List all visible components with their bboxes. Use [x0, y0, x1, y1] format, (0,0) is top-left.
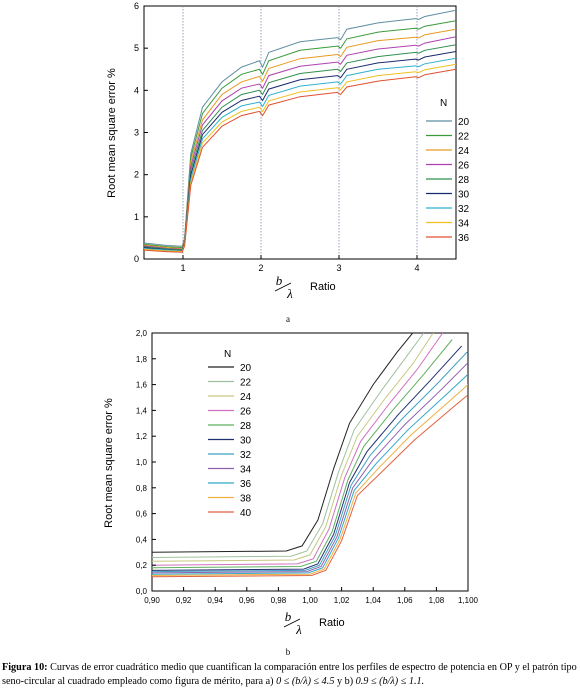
- panel-a-ylabel: Root mean square error %: [106, 68, 118, 198]
- legend-label-32: 32: [458, 204, 470, 215]
- legend-label-36: 36: [458, 233, 470, 244]
- panel-b-chart: 0,90 0,92 0,94 0,96 0,98 1,00 1,02 1,04 1,06 1,08…: [103, 329, 479, 657]
- panel-b-xlabel-frac-top: b: [285, 609, 292, 624]
- y-tick-label: 1,8: [136, 355, 148, 364]
- x-tick-label: 0,90: [144, 596, 160, 605]
- y-tick-label: 1,2: [136, 432, 148, 441]
- panel-b-xlabel-frac-bottom: λ: [295, 622, 302, 637]
- x-tick-label: 0,94: [207, 596, 223, 605]
- y-tick-label: 2: [134, 170, 139, 180]
- y-tick-label: 0,6: [136, 510, 148, 519]
- series-line-26: [144, 36, 456, 250]
- series-line-26: [152, 333, 444, 566]
- figure-label: Figura 10:: [2, 662, 48, 673]
- legend-label-32: 32: [240, 450, 252, 461]
- panel-a-xlabel: Ratio: [310, 281, 336, 293]
- legend-label-28: 28: [240, 421, 252, 432]
- panel-b-xlabel-frac-line: [283, 618, 301, 628]
- series-line-22: [152, 333, 425, 558]
- series-line-28: [144, 44, 456, 251]
- y-tick-label: 1,6: [136, 381, 148, 390]
- y-tick-label: 0: [134, 254, 139, 264]
- panel-a-xlabel-frac-top: b: [276, 273, 283, 288]
- x-tick-label: 1,02: [334, 596, 350, 605]
- x-tick-label: 3: [336, 263, 341, 273]
- y-tick-label: 1: [134, 212, 139, 222]
- y-tick-label: 0,0: [136, 587, 148, 596]
- series-line-30: [152, 345, 463, 571]
- legend-label-30: 30: [458, 190, 470, 201]
- series-line-32: [152, 350, 468, 573]
- legend-label-24: 24: [240, 392, 252, 403]
- legend-label-20: 20: [458, 117, 470, 128]
- series-line-24: [144, 28, 456, 250]
- caption-range-a: 0 ≤ (b/λ) ≤ 4.5: [276, 676, 335, 687]
- panel-a-xlabel-frac-bottom: λ: [286, 286, 293, 301]
- x-tick-label: 0,96: [239, 596, 255, 605]
- legend-label-34: 34: [240, 465, 252, 476]
- legend-label-40: 40: [240, 508, 252, 519]
- caption-text: Curvas de error cuadrático medio que cua…: [2, 662, 577, 687]
- legend-label-22: 22: [240, 378, 252, 389]
- panel-a-label: a: [286, 314, 290, 324]
- x-tick-label: 1,04: [365, 596, 381, 605]
- series-line-38: [152, 384, 468, 576]
- legend-label-26: 26: [458, 161, 470, 172]
- panel-b-label: b: [286, 647, 291, 657]
- x-tick-label: 4: [414, 263, 419, 273]
- series-line-36: [152, 373, 468, 575]
- panel-b-xlabel: Ratio: [319, 617, 345, 629]
- x-tick-label: 1,06: [397, 596, 413, 605]
- figure-caption: Figura 10: Curvas de error cuadrático me…: [2, 661, 578, 689]
- series-line-30: [144, 51, 456, 252]
- panel-a-xlabel-frac-line: [274, 282, 292, 292]
- y-tick-label: 5: [134, 43, 139, 53]
- legend-label-36: 36: [240, 479, 252, 490]
- y-tick-label: 6: [134, 1, 139, 11]
- y-tick-label: 0,4: [136, 535, 148, 544]
- legend-label-24: 24: [458, 146, 470, 157]
- series-line-24: [152, 333, 434, 562]
- caption-range-b: 0.9 ≤ (b/λ) ≤ 1.1.: [355, 676, 425, 687]
- y-tick-label: 0,8: [136, 484, 148, 493]
- legend-label-34: 34: [458, 219, 470, 230]
- series-line-22: [144, 20, 456, 249]
- legend-label-38: 38: [240, 494, 252, 505]
- x-tick-label: 0,98: [271, 596, 287, 605]
- legend-label-22: 22: [458, 132, 470, 143]
- x-tick-label: 1: [180, 263, 185, 273]
- panel-a-legend: N 20 22 24 26 28 30 32 34 36: [426, 98, 470, 244]
- legend-label-28: 28: [458, 175, 470, 186]
- panel-b-ylabel: Root mean square error %: [103, 398, 115, 528]
- panel-a-legend-title: N: [440, 98, 447, 109]
- x-tick-label: 2: [258, 263, 263, 273]
- panel-b-legend-title: N: [224, 349, 231, 360]
- y-tick-label: 4: [134, 85, 139, 95]
- caption-join: y b): [336, 676, 354, 687]
- y-tick-label: 1,4: [136, 406, 148, 415]
- x-tick-label: 1,08: [429, 596, 445, 605]
- series-line-28: [152, 339, 453, 569]
- y-tick-label: 3: [134, 128, 139, 138]
- y-tick-label: 2,0: [136, 329, 148, 338]
- y-tick-label: 1,0: [136, 458, 148, 467]
- panel-a-plot-frame: [143, 5, 457, 260]
- y-tick-label: 0,2: [136, 561, 148, 570]
- legend-label-20: 20: [240, 363, 252, 374]
- series-line-36: [144, 68, 456, 253]
- panel-b-legend: N 20 22 24 26 28 30 32 34 36 38 40: [208, 349, 252, 519]
- series-line-20: [152, 333, 414, 553]
- series-line-34: [152, 362, 468, 574]
- x-tick-label: 1,00: [302, 596, 318, 605]
- series-line-40: [152, 394, 468, 578]
- legend-label-26: 26: [240, 407, 252, 418]
- x-tick-label: 0,92: [176, 596, 192, 605]
- legend-label-30: 30: [240, 436, 252, 447]
- x-tick-label: 1,100: [458, 596, 479, 605]
